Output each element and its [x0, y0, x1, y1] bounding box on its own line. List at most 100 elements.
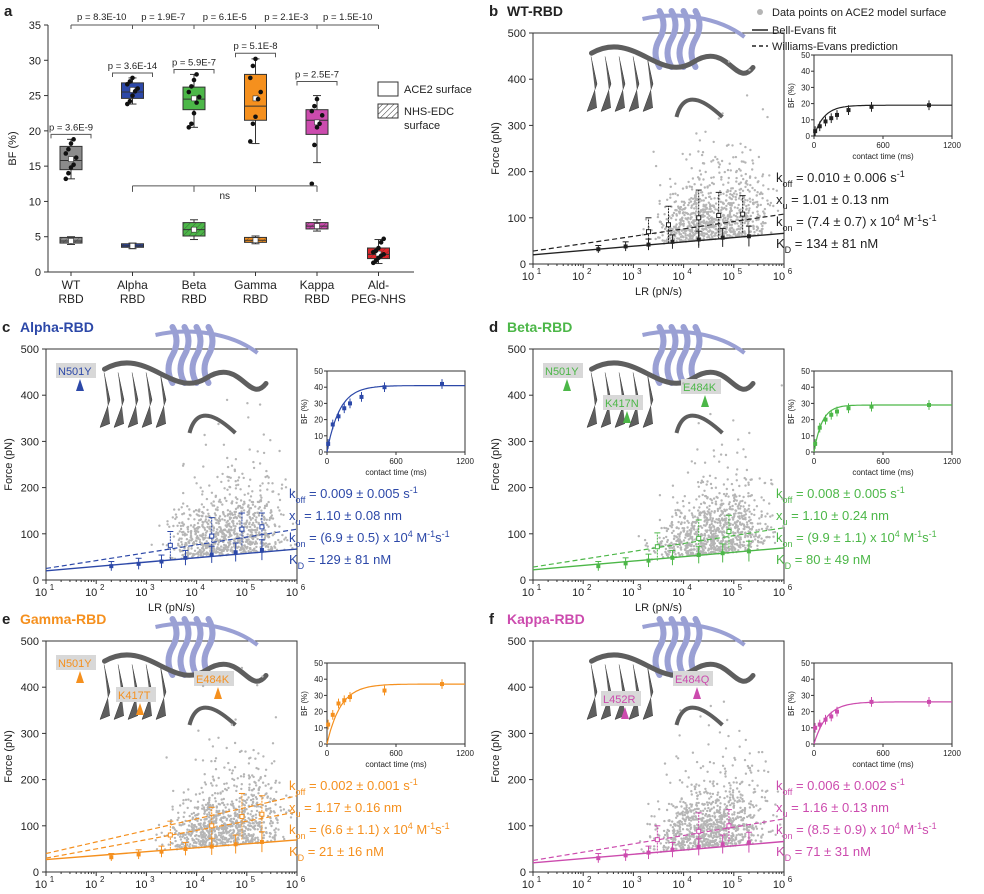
scatter-point — [211, 775, 215, 778]
scatter-point — [225, 746, 228, 750]
scatter-point — [642, 228, 645, 231]
scatter-point — [190, 539, 193, 542]
scatter-point — [726, 546, 729, 549]
scatter-point — [709, 512, 712, 515]
scatter-point — [729, 539, 733, 542]
scatter-point — [706, 186, 709, 189]
scatter-point — [723, 508, 726, 511]
y-tick-label: 400 — [508, 682, 526, 694]
scatter-point — [681, 152, 684, 156]
scatter-point — [199, 486, 202, 489]
scatter-point — [747, 483, 750, 486]
scatter-point — [710, 176, 713, 179]
param-line: koff = 0.008 ± 0.005 s-1 — [776, 485, 905, 505]
scatter-point — [256, 500, 260, 504]
scatter-point — [728, 162, 731, 165]
scatter-point — [677, 539, 681, 542]
scatter-point — [729, 206, 732, 210]
scatter-point — [249, 495, 253, 498]
scatter-point — [226, 509, 230, 512]
scatter-point — [186, 843, 189, 846]
param-line: KD = 129 ± 81 nM — [289, 552, 391, 571]
scatter-point — [202, 465, 205, 468]
scatter-point — [745, 207, 748, 210]
scatter-point — [679, 205, 683, 209]
scatter-point — [761, 175, 764, 178]
x-tick-label-a: Kappa — [300, 278, 335, 292]
scatter-point — [227, 529, 231, 532]
scatter-point — [268, 831, 272, 835]
x-axis-label: LR (pN/s) — [148, 602, 195, 614]
scatter-point — [679, 531, 683, 534]
scatter-point — [728, 222, 731, 225]
scatter-point — [753, 513, 756, 517]
scatter-points — [638, 700, 785, 853]
scatter-point — [682, 800, 685, 804]
scatter-point — [716, 219, 719, 222]
scatter-point — [239, 548, 243, 551]
scatter-point — [724, 219, 727, 222]
scatter-point — [185, 836, 189, 839]
scatter-point — [179, 804, 182, 807]
scatter-point — [683, 201, 686, 205]
binned-point — [183, 846, 188, 851]
scatter-point — [736, 538, 739, 541]
scatter-point — [680, 200, 684, 203]
inset-point — [382, 688, 387, 693]
inset-x-label: contact time (ms) — [365, 468, 427, 477]
scatter-point — [242, 835, 245, 838]
scatter-point — [262, 451, 266, 455]
scatter-point — [731, 523, 735, 526]
scatter-point — [672, 211, 676, 215]
protein-sheet — [628, 372, 640, 428]
scatter-point — [230, 800, 234, 803]
scatter-point — [257, 838, 260, 841]
scatter-point — [719, 230, 722, 233]
scatter-point — [227, 786, 230, 790]
scatter-point — [739, 537, 742, 540]
inset-y-tick-label: 10 — [801, 116, 810, 125]
inset-x-tick-label: 600 — [389, 749, 403, 758]
scatter-point — [686, 519, 689, 523]
scatter-point — [200, 786, 203, 790]
x-tick-label: 10 — [723, 587, 735, 599]
scatter-point — [718, 225, 721, 229]
scatter-point — [644, 218, 648, 221]
protein-sheet — [614, 372, 626, 428]
scatter-point — [691, 535, 694, 539]
protein-sheet — [628, 56, 640, 112]
scatter-point — [251, 801, 255, 804]
scatter-point — [222, 830, 225, 833]
scatter-point — [739, 208, 742, 211]
scatter-point — [718, 171, 721, 174]
scatter-point — [728, 790, 731, 793]
scatter-point — [196, 819, 199, 823]
scatter-point — [781, 497, 784, 500]
protein-helix — [165, 324, 180, 386]
scatter-point — [712, 784, 715, 788]
scatter-point — [177, 544, 180, 547]
scatter-point — [760, 513, 763, 517]
scatter-point — [204, 841, 207, 844]
scatter-point — [693, 462, 697, 465]
scatter-point — [287, 809, 291, 812]
scatter-point — [731, 187, 734, 190]
scatter-point — [195, 536, 198, 540]
scatter-point — [730, 226, 734, 229]
scatter-point — [264, 545, 267, 548]
scatter-point — [185, 831, 189, 834]
scatter-point — [695, 205, 698, 208]
ns-label: ns — [219, 191, 230, 202]
scatter-point — [731, 518, 735, 521]
scatter-point — [193, 518, 196, 521]
scatter-point — [284, 478, 287, 481]
bracket-pair — [296, 80, 338, 86]
scatter-point — [654, 237, 657, 241]
scatter-point — [678, 222, 681, 225]
scatter-point — [668, 550, 672, 554]
x-tick-exp: 1 — [537, 583, 542, 592]
scatter-point — [712, 780, 715, 783]
scatter-point — [254, 816, 258, 819]
y-axis-label: Force (pN) — [3, 730, 15, 783]
scatter-point — [270, 824, 273, 828]
